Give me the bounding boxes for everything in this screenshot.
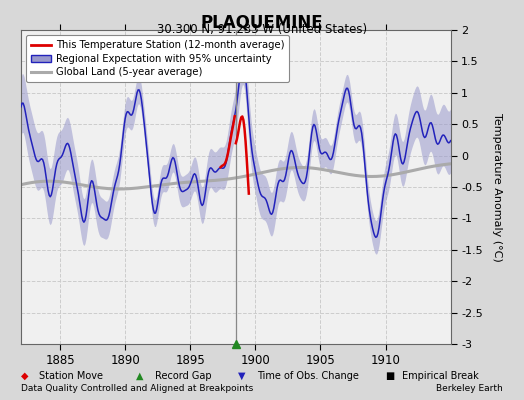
Text: ■: ■ [385,371,395,381]
Text: Time of Obs. Change: Time of Obs. Change [257,371,358,381]
Text: 30.300 N, 91.233 W (United States): 30.300 N, 91.233 W (United States) [157,23,367,36]
Text: Record Gap: Record Gap [155,371,211,381]
Text: ▲: ▲ [136,371,144,381]
Text: ▼: ▼ [238,371,246,381]
Text: Empirical Break: Empirical Break [402,371,479,381]
Text: PLAQUEMINE: PLAQUEMINE [201,14,323,32]
Text: Station Move: Station Move [39,371,103,381]
Text: Berkeley Earth: Berkeley Earth [436,384,503,393]
Text: Data Quality Controlled and Aligned at Breakpoints: Data Quality Controlled and Aligned at B… [21,384,253,393]
Y-axis label: Temperature Anomaly (°C): Temperature Anomaly (°C) [492,113,502,261]
Legend: This Temperature Station (12-month average), Regional Expectation with 95% uncer: This Temperature Station (12-month avera… [26,35,289,82]
Text: ◆: ◆ [21,371,28,381]
